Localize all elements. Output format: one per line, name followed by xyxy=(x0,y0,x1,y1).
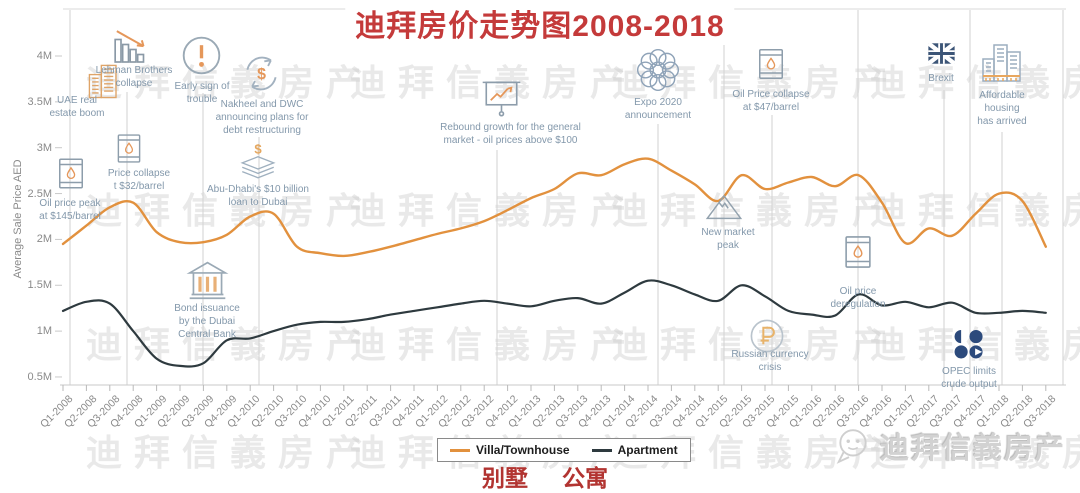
ruble-annotation-label: Russian currency crisis xyxy=(731,349,809,373)
lehman-annotation-label: Lehman Brothers collapse xyxy=(95,65,173,89)
villa-townhouse-line xyxy=(61,157,1047,258)
oil-47-annotation-label: Oil Price collapse at $47/barrel xyxy=(732,89,810,113)
opec-icon xyxy=(954,330,983,359)
watermark-text: 迪拜信義房产 xyxy=(870,190,1080,231)
chat-face-icon xyxy=(836,429,867,464)
watermark-text: 迪拜信義房产 xyxy=(86,62,375,103)
y-tick-label: 2.5M xyxy=(27,187,52,200)
uk-flag-icon xyxy=(927,41,956,66)
y-tick-label: 3.5M xyxy=(27,95,52,108)
apartment-line xyxy=(61,279,1047,368)
watermark-text: 迪拜信義房产 xyxy=(350,324,639,365)
legend-label-apartment: Apartment xyxy=(617,443,678,457)
oil-peak-annotation-label: Oil price peak at $145/barrel xyxy=(39,198,101,222)
y-tick-label: 1M xyxy=(36,325,52,338)
villa-cn-label: 别墅 xyxy=(482,465,528,491)
city-icon xyxy=(982,44,1021,82)
watermark-text: 迪拜信義房产 xyxy=(86,190,375,231)
y-tick-label: 0.5M xyxy=(27,370,52,383)
buildings-icon xyxy=(88,64,117,99)
board-chart-icon xyxy=(482,81,521,117)
apartment-line-swatch xyxy=(591,448,612,452)
page-title: 迪拜房价走势图2008-2018 xyxy=(345,1,735,45)
villa-line-swatch xyxy=(450,448,470,452)
expo-annotation-label: Expo 2020 announcement xyxy=(624,97,692,121)
y-tick-label: 1.5M xyxy=(27,279,52,292)
nakheel-annotation-label: Nakheel and DWC announcing plans for deb… xyxy=(215,99,309,136)
cash-stack-icon: $ xyxy=(240,141,276,179)
watermark-text: 迪拜信義房产 xyxy=(612,62,901,103)
early-sign-annotation-label: Early sign of trouble xyxy=(174,81,230,105)
rebound-annotation-label: Rebound growth for the general market - … xyxy=(440,122,581,146)
brexit-annotation-label: Brexit xyxy=(928,73,954,84)
y-axis-title: Average Sale Price AED xyxy=(12,159,24,279)
brand-logo-text: 迪拜信義房产 xyxy=(880,433,1067,465)
svg-text:$: $ xyxy=(257,66,266,83)
barrel-icon xyxy=(845,236,871,268)
watermark-text: 迪拜信義房产 xyxy=(86,432,375,473)
ruble-circle-icon xyxy=(750,319,784,353)
uae-boom-annotation-label: UAE real estate boom xyxy=(49,95,105,119)
apartment-cn-label: 公寓 xyxy=(562,465,608,491)
svg-text:$: $ xyxy=(254,141,262,156)
price-collapse-annotation-label: Price collapse t $32/barrel xyxy=(107,168,171,192)
barrel-icon xyxy=(59,158,83,189)
watermark-text: 迪拜信義房产 xyxy=(870,62,1080,103)
peak-icon xyxy=(705,194,743,220)
brand-logo: 迪拜信義房产 xyxy=(834,424,1066,468)
watermark-text: 迪拜信義房产 xyxy=(350,190,639,231)
legend-item-apartment: Apartment xyxy=(591,443,678,457)
watermark-text: 迪拜信義房产 xyxy=(870,432,1080,473)
abu-dhabi-annotation-label: Abu-Dhabi's $10 billion loan to Dubai xyxy=(207,184,309,208)
refresh-dollar-icon: $ xyxy=(246,56,277,91)
alert-circle-icon xyxy=(182,36,221,75)
new-peak-annotation-label: New market peak xyxy=(701,227,755,251)
barrel-icon xyxy=(117,134,141,163)
y-tick-label: 4M xyxy=(36,50,52,62)
y-tick-label: 3M xyxy=(36,141,52,154)
legend-item-villa: Villa/Townhouse xyxy=(450,443,570,457)
bank-icon xyxy=(186,261,229,300)
oil-dereg-annotation-label: Oil price deregulation xyxy=(830,286,886,310)
legend-label-villa: Villa/Townhouse xyxy=(476,443,570,457)
bond-annotation-label: Bond issuance by the Dubai Central Bank xyxy=(174,303,240,340)
barrel-icon xyxy=(759,49,783,79)
housing-annotation-label: Affordable housing has arrived xyxy=(977,90,1027,127)
y-tick-label: 2M xyxy=(36,233,52,246)
opec-annotation-label: OPEC limits crude output xyxy=(941,366,997,390)
legend: Villa/Townhouse Apartment xyxy=(437,438,691,462)
rosette-icon xyxy=(636,48,680,92)
bars-down-icon xyxy=(114,30,145,63)
